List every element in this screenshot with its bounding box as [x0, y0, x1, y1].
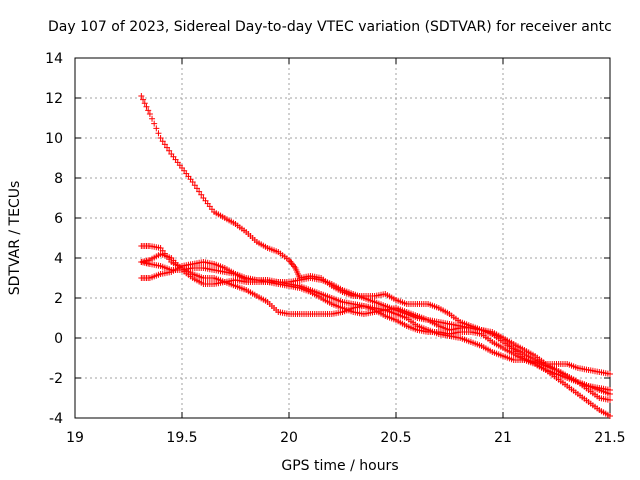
data-point — [607, 397, 613, 403]
y-tick-label: 8 — [54, 171, 63, 187]
chart-title: Day 107 of 2023, Sidereal Day-to-day VTE… — [48, 19, 612, 35]
data-point — [164, 144, 171, 151]
data-point — [196, 188, 203, 195]
data-point — [191, 182, 198, 189]
x-tick-label: 20.5 — [380, 430, 411, 446]
data-point — [189, 179, 196, 185]
y-tick-label: 14 — [45, 51, 63, 67]
data-point — [149, 115, 156, 122]
data-point — [607, 391, 613, 397]
plot-frame — [74, 57, 611, 419]
data-point — [155, 130, 162, 137]
y-tick-label: 12 — [45, 91, 63, 107]
x-tick-label: 21 — [494, 430, 512, 446]
data-point — [141, 100, 148, 107]
x-tick-label: 19.5 — [166, 430, 197, 446]
y-tick-label: 10 — [45, 131, 63, 147]
y-tick-label: 4 — [54, 251, 63, 267]
data-point — [161, 141, 168, 148]
data-point — [607, 413, 613, 419]
data-point — [157, 135, 164, 141]
ticks — [74, 57, 611, 419]
series-track-1 — [138, 93, 613, 377]
series-track-5 — [138, 259, 613, 397]
data-point — [140, 96, 147, 103]
x-axis-label: GPS time / hours — [281, 458, 398, 474]
data-point — [607, 371, 613, 377]
data-marks — [138, 93, 613, 419]
y-tick-label: 6 — [54, 211, 63, 227]
y-tick-label: 2 — [54, 291, 63, 307]
data-point — [138, 93, 145, 99]
data-point — [146, 111, 153, 117]
data-point — [151, 120, 158, 127]
y-tick-label: -4 — [49, 411, 63, 427]
x-tick-label: 19 — [66, 430, 84, 446]
data-point — [166, 147, 173, 154]
y-tick-label: 0 — [54, 331, 63, 347]
data-point — [198, 191, 205, 198]
x-tick-labels: 19 19.5 20 20.5 21 21.5 — [66, 430, 626, 446]
grid — [75, 58, 610, 418]
x-tick-label: 20 — [280, 430, 298, 446]
x-tick-label: 21.5 — [594, 430, 625, 446]
y-tick-label: -2 — [49, 371, 63, 387]
data-point — [193, 185, 200, 192]
data-point — [153, 125, 160, 132]
y-tick-labels: -4 -2 0 2 4 6 8 10 12 14 — [45, 51, 63, 427]
y-axis-label: SDTVAR / TECUs — [7, 181, 23, 296]
series-track-3 — [138, 251, 613, 403]
data-point — [159, 138, 166, 145]
data-point — [145, 107, 152, 114]
data-point — [143, 103, 150, 110]
